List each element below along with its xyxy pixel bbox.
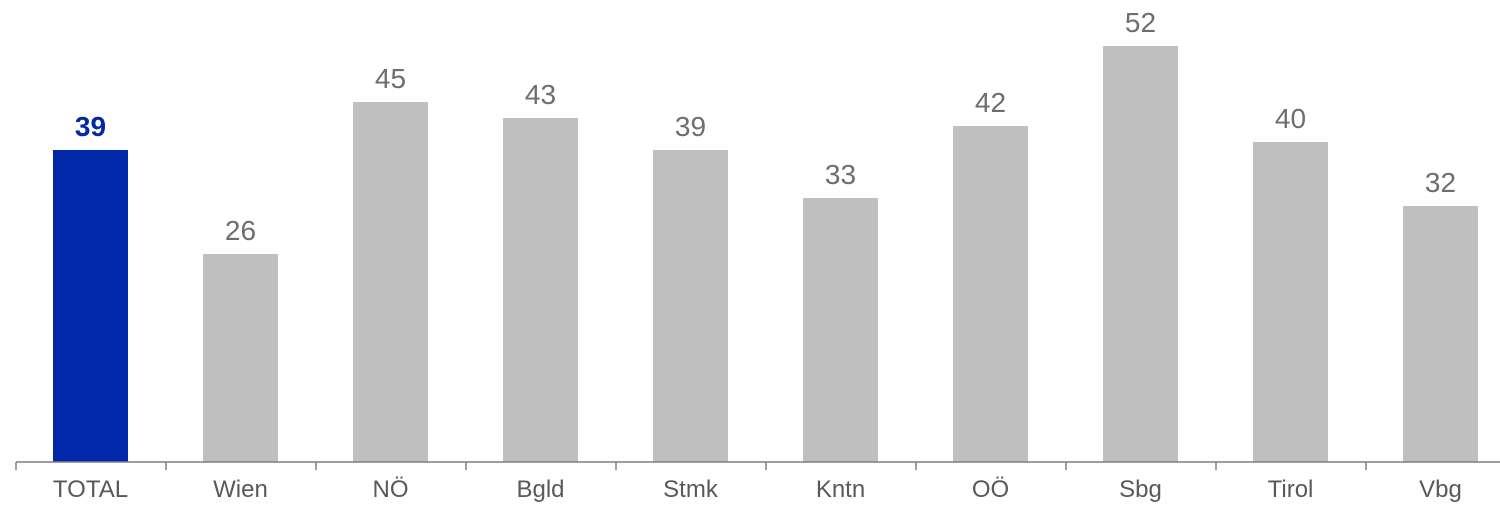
value-label-tirol: 40 [1275, 103, 1306, 134]
value-label-stmk: 39 [675, 111, 706, 142]
category-label-stmk: Stmk [663, 476, 719, 503]
category-label-bgld: Bgld [516, 476, 564, 503]
bars-group [53, 46, 1478, 462]
bar-kntn [803, 198, 878, 462]
category-label-kntn: Kntn [816, 476, 865, 503]
value-label-wien: 26 [225, 215, 256, 246]
value-label-sbg: 52 [1125, 7, 1156, 38]
bar-tirol [1253, 142, 1328, 462]
category-label-total: TOTAL [53, 476, 128, 503]
bar-noe [353, 102, 428, 462]
bar-ooe [953, 126, 1028, 462]
category-labels-group: TOTAL Wien NÖ Bgld Stmk Kntn OÖ Sbg Tirol Vbg [53, 476, 1462, 503]
value-label-bgld: 43 [525, 79, 556, 110]
category-label-wien: Wien [213, 476, 268, 503]
bar-vbg [1403, 206, 1478, 462]
bar-total [53, 150, 128, 462]
bar-wien [203, 254, 278, 462]
value-label-ooe: 42 [975, 87, 1006, 118]
bar-stmk [653, 150, 728, 462]
category-label-ooe: OÖ [972, 476, 1009, 503]
category-label-sbg: Sbg [1119, 476, 1162, 503]
category-label-noe: NÖ [373, 476, 409, 503]
value-label-total: 39 [75, 111, 106, 142]
value-label-kntn: 33 [825, 159, 856, 190]
value-labels-group: 39 26 45 43 39 33 42 52 40 32 [75, 7, 1456, 246]
bar-sbg [1103, 46, 1178, 462]
bar-bgld [503, 118, 578, 462]
value-label-vbg: 32 [1425, 167, 1456, 198]
category-label-vbg: Vbg [1419, 476, 1462, 503]
value-label-noe: 45 [375, 63, 406, 94]
x-axis-ticks-group [15, 462, 1367, 470]
category-label-tirol: Tirol [1268, 476, 1314, 503]
